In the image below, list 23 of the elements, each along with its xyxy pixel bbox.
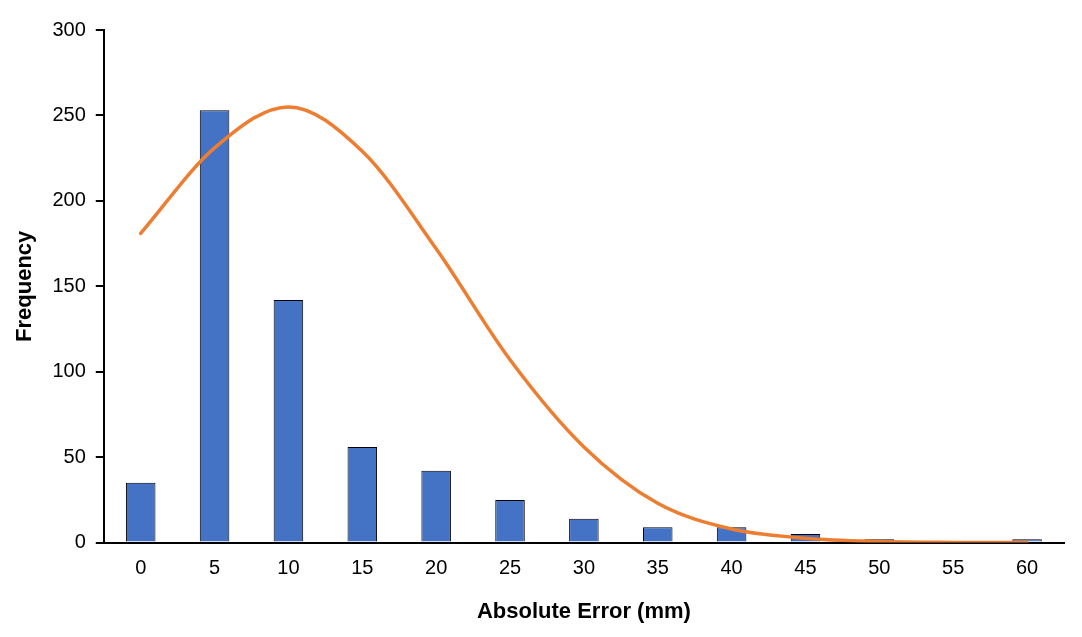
x-tick-label: 0 [135,556,147,579]
x-axis-title: Absolute Error (mm) [476,597,691,623]
x-tick-label: 5 [209,556,221,579]
y-tick-label: 200 [52,188,86,211]
y-tick-label: 250 [52,102,86,125]
line-series [138,105,1029,543]
y-axis-title: Frequency [11,229,37,342]
x-tick-label: 35 [646,556,669,579]
x-tick-label: 40 [720,556,743,579]
y-tick-label: 300 [52,17,86,40]
y-tick-label: 50 [63,444,86,467]
x-tick-label: 15 [351,556,374,579]
x-tick-label: 60 [1015,556,1039,579]
y-tick-label: 0 [74,530,86,553]
y-tick-label: 100 [52,359,86,382]
x-tick-label: 55 [942,556,965,579]
y-tick-label: 150 [52,273,86,296]
x-tick-label: 50 [868,556,891,579]
x-tick-label: 30 [572,556,596,579]
x-tick-label: 10 [277,556,300,579]
x-tick-label: 20 [425,556,448,579]
x-tick-label: 25 [498,556,522,579]
x-tick-label: 45 [794,556,817,579]
